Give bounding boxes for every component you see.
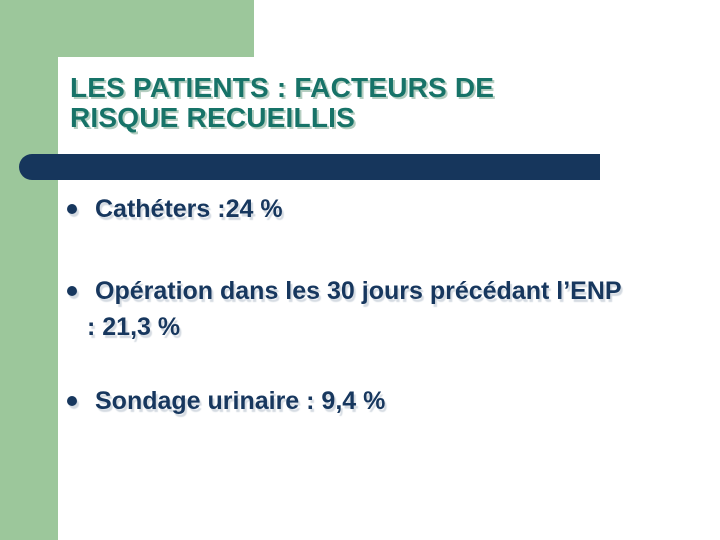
bullet-text: Sondage urinaire : 9,4 % — [87, 383, 712, 419]
left-accent-bar — [0, 0, 58, 540]
bullet-icon — [67, 286, 77, 296]
slide-title-line-2: RISQUE RECUEILLIS — [70, 102, 355, 133]
slide-title: LES PATIENTS : FACTEURS DE RISQUE RECUEI… — [70, 73, 494, 133]
bullet-line: Sondage urinaire : 9,4 % — [95, 387, 386, 415]
bullet-icon — [67, 396, 77, 406]
title-underline-bar — [19, 154, 600, 180]
bullet-text: Cathéters :24 % — [87, 191, 712, 227]
bullet-line: Opération dans les 30 jours précédant l’… — [95, 277, 622, 305]
bullet-line: : 21,3 % — [87, 313, 181, 341]
bullet-icon — [67, 204, 77, 214]
content-panel — [58, 57, 720, 540]
bullet-text: Opération dans les 30 jours précédant l’… — [87, 273, 712, 345]
bullet-line: Cathéters :24 % — [95, 195, 283, 223]
top-accent-block — [0, 0, 254, 57]
slide-title-line-1: LES PATIENTS : FACTEURS DE — [70, 72, 495, 103]
